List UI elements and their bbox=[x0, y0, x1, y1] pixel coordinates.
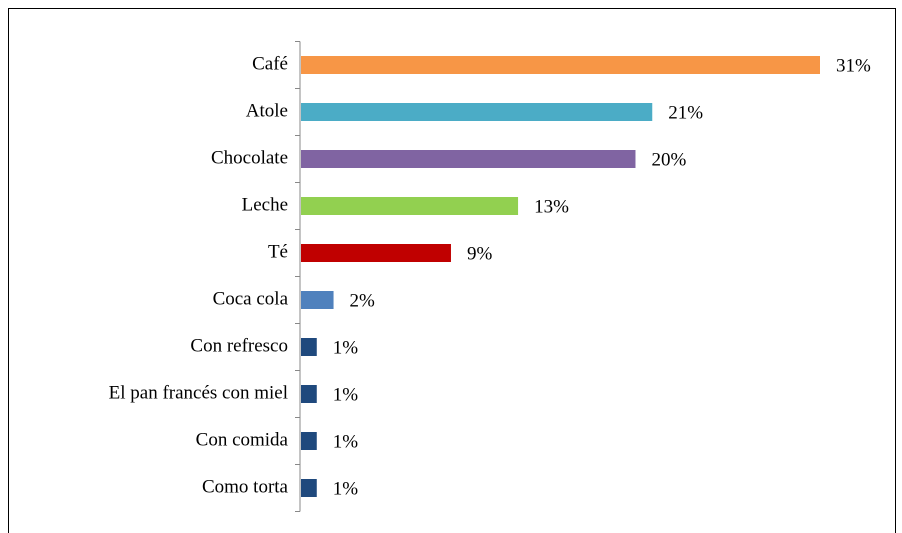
category-label: Con comida bbox=[196, 429, 289, 450]
value-label: 1% bbox=[333, 337, 359, 358]
category-label: Té bbox=[268, 241, 288, 262]
value-label: 9% bbox=[467, 243, 493, 264]
category-label: El pan francés con miel bbox=[109, 382, 288, 403]
bar bbox=[301, 291, 334, 309]
category-label: Leche bbox=[242, 194, 288, 215]
bar bbox=[301, 244, 451, 262]
category-label: Atole bbox=[246, 100, 288, 121]
category-label: Chocolate bbox=[211, 147, 288, 168]
category-label: Con refresco bbox=[190, 335, 288, 356]
value-label: 13% bbox=[534, 196, 569, 217]
bar bbox=[301, 479, 317, 497]
bar bbox=[301, 197, 519, 215]
value-label: 21% bbox=[668, 102, 703, 123]
bar bbox=[301, 103, 653, 121]
chart-frame bbox=[8, 8, 896, 533]
bar bbox=[301, 385, 317, 403]
bar bbox=[301, 432, 317, 450]
value-label: 31% bbox=[836, 55, 871, 76]
value-label: 1% bbox=[333, 431, 359, 452]
value-label: 1% bbox=[333, 478, 359, 499]
bar bbox=[301, 338, 317, 356]
value-label: 2% bbox=[350, 290, 376, 311]
bar bbox=[301, 150, 636, 168]
value-label: 1% bbox=[333, 384, 359, 405]
value-label: 20% bbox=[651, 149, 686, 170]
category-label: Café bbox=[252, 53, 288, 74]
category-label: Como torta bbox=[202, 476, 289, 497]
bar bbox=[301, 56, 820, 74]
category-label: Coca cola bbox=[213, 288, 289, 309]
